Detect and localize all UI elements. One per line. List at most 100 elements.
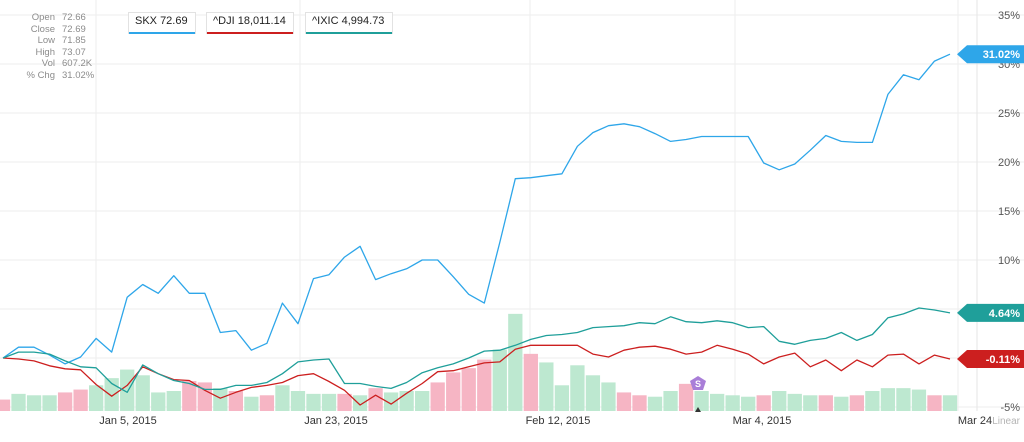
end-value-badge-bg [957,303,1024,322]
volume-bar [166,391,181,411]
volume-bar [430,382,445,411]
volume-bar [818,395,833,411]
y-tick-label: 20% [998,157,1020,169]
series-line-skx [2,53,951,365]
stat-label: Open [31,12,55,23]
stat-value: 72.66 [62,12,86,23]
legend-label-skx: SKX 72.69 [135,15,188,27]
volume-bar [151,392,166,411]
end-value-label: 31.02% [983,49,1021,61]
y-tick-label: 10% [998,255,1020,267]
volume-bar [849,395,864,411]
volume-bar [865,391,880,411]
stat-label: Vol [41,58,55,69]
volume-bar [756,395,771,411]
legend-swatch-ixic [306,32,392,34]
volume-bar [321,393,337,411]
volume-bar [120,369,135,411]
end-value-badge: 4.64% [957,303,1024,322]
volume-bar [834,396,849,411]
volume-bar [415,391,430,411]
volume-bar [927,395,942,411]
stat-label: Low [37,35,55,46]
volume-bar [694,391,709,411]
volume-bar [725,395,740,411]
stat-label: Close [30,23,55,35]
volume-bar [616,392,632,411]
volume-bar [539,362,554,411]
end-value-badge: -0.11% [957,349,1024,368]
volume-bar [709,393,725,411]
series-line-ixic [2,307,951,393]
volume-bar [663,391,678,411]
volume-bar [741,396,756,411]
legend-item-skx[interactable]: SKX 72.69 [128,12,196,34]
stat-value: 72.69 [62,23,86,35]
x-tick-label: Feb 12, 2015 [526,415,591,427]
volume-bar [570,365,585,411]
volume-bar [477,359,492,411]
stat-value: 607.2K [62,58,93,69]
legend-label-ixic: ^IXIC 4,994.73 [312,15,385,27]
volume-bar [42,395,57,411]
split-marker-icon[interactable] [690,376,706,390]
volume-bar [508,313,523,411]
volume-bar [942,395,958,411]
volume-bar [632,395,647,411]
volume-bar [57,392,73,411]
stat-row: Low 71.85 [4,35,100,47]
volume-bar [803,395,818,411]
volume-bar [182,381,197,411]
volume-bar [911,389,927,411]
volume-bar [601,382,616,411]
volume-bar [0,399,11,411]
volume-bar [678,383,694,411]
volume-bar [352,395,368,411]
end-value-badge-bg [957,45,1024,64]
end-value-label: -0.11% [986,354,1020,366]
stat-value: 73.07 [62,46,86,58]
legend-item-ixic[interactable]: ^IXIC 4,994.73 [305,12,393,34]
x-tick-label: Mar 24 [958,415,992,427]
split-marker-label: S [695,379,701,389]
volume-bar [772,391,787,411]
volume-bar [11,393,26,411]
end-value-badge-bg [957,349,1024,368]
volume-bar [213,388,228,411]
volume-bar [368,388,383,411]
volume-bar [554,385,570,411]
volume-bar [896,388,911,411]
stat-label: High [35,46,55,58]
volume-bar [492,349,507,411]
stat-value: 31.02% [62,69,95,81]
volume-bar [647,396,663,411]
volume-bar [89,385,104,411]
ohlc-stats-panel: Open 72.66 Close 72.69 Low 71.85 High 73.07 Vol 6… [4,12,100,81]
volume-bar [337,393,352,411]
volume-bar [306,393,321,411]
end-value-badge: 31.02% [957,45,1024,64]
legend-item-dji[interactable]: ^DJI 18,011.14 [206,12,294,34]
volume-bar [135,375,150,411]
stat-value: 71.85 [62,35,86,46]
volume-bar [880,388,896,411]
volume-bar [383,392,399,411]
stat-row: % Chg 31.02% [4,70,100,82]
volume-bar [787,393,802,411]
stat-row: Vol 607.2K [4,58,100,70]
volume-bar [104,378,119,411]
volume-bar [228,391,244,411]
scale-mode-label[interactable]: Linear [992,416,1020,427]
legend-swatch-skx [129,32,195,34]
marker-pointer-icon [695,407,701,412]
x-tick-label: Mar 4, 2015 [733,415,792,427]
y-tick-label: -5% [1000,402,1020,414]
stat-label: % Chg [26,69,55,81]
legend-label-dji: ^DJI 18,011.14 [213,15,286,27]
volume-bar [290,391,306,411]
y-tick-label: 25% [998,108,1020,120]
volume-bar [275,385,290,411]
volume-bar [461,368,476,411]
